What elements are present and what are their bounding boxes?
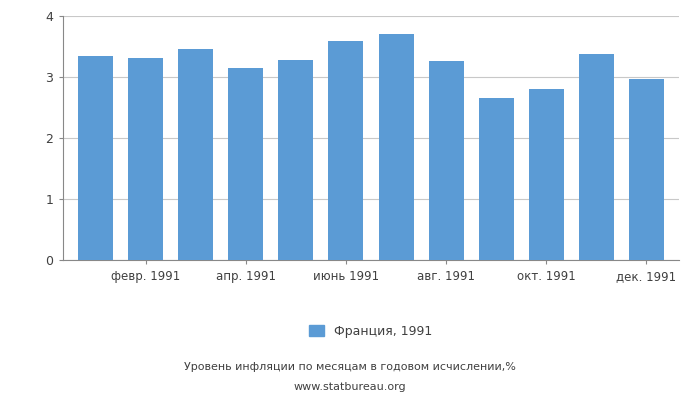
Bar (479, 98, 514, 260)
Legend: Франция, 1991: Франция, 1991 (304, 320, 438, 343)
Bar (328, 41, 363, 260)
Text: www.statbureau.org: www.statbureau.org (294, 382, 406, 392)
Bar (279, 60, 314, 260)
Bar (379, 34, 414, 260)
Bar (579, 54, 614, 260)
Bar (228, 68, 263, 260)
Bar (78, 56, 113, 260)
Bar (178, 49, 214, 260)
Bar (629, 80, 664, 260)
Bar (428, 61, 463, 260)
Text: Уровень инфляции по месяцам в годовом исчислении,%: Уровень инфляции по месяцам в годовом ис… (184, 362, 516, 372)
Bar (528, 89, 564, 260)
Bar (128, 58, 163, 260)
